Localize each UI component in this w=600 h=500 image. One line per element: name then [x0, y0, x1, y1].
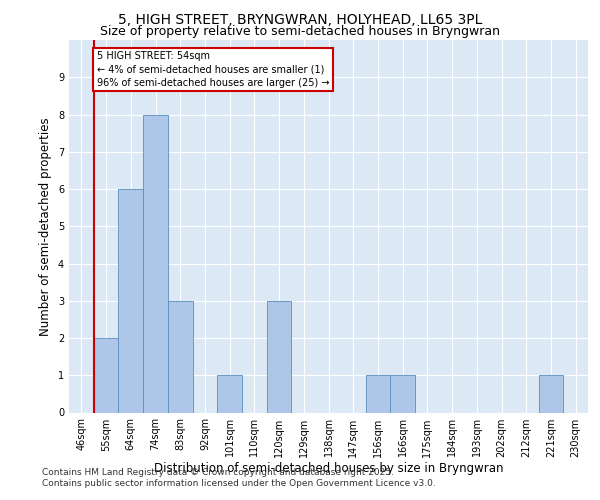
Text: 5 HIGH STREET: 54sqm
← 4% of semi-detached houses are smaller (1)
96% of semi-de: 5 HIGH STREET: 54sqm ← 4% of semi-detach… [97, 51, 329, 88]
Y-axis label: Number of semi-detached properties: Number of semi-detached properties [40, 117, 52, 336]
X-axis label: Distribution of semi-detached houses by size in Bryngwran: Distribution of semi-detached houses by … [154, 462, 503, 475]
Bar [118, 189, 143, 412]
Bar [390, 375, 415, 412]
Bar [94, 338, 118, 412]
Text: Size of property relative to semi-detached houses in Bryngwran: Size of property relative to semi-detach… [100, 25, 500, 38]
Bar [217, 375, 242, 412]
Bar [168, 301, 193, 412]
Text: 5, HIGH STREET, BRYNGWRAN, HOLYHEAD, LL65 3PL: 5, HIGH STREET, BRYNGWRAN, HOLYHEAD, LL6… [118, 12, 482, 26]
Bar [143, 114, 168, 412]
Bar [267, 301, 292, 412]
Bar [539, 375, 563, 412]
Text: Contains HM Land Registry data © Crown copyright and database right 2025.
Contai: Contains HM Land Registry data © Crown c… [42, 468, 436, 487]
Bar [365, 375, 390, 412]
